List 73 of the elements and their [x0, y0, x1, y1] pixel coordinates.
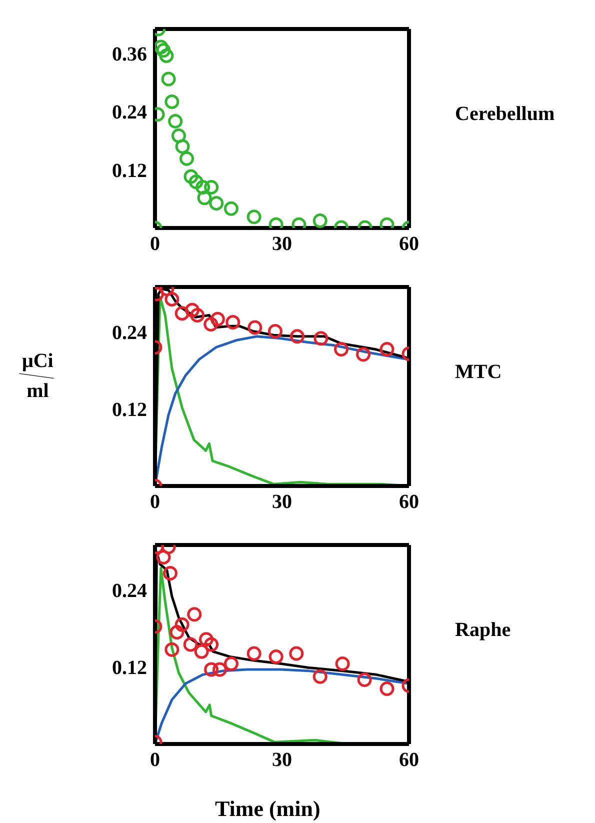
y-axis-title: μCi/ml	[9, 349, 66, 404]
point	[312, 213, 328, 228]
point	[356, 347, 371, 362]
point	[155, 40, 168, 54]
point	[246, 646, 262, 661]
point	[168, 114, 183, 128]
point	[164, 642, 180, 657]
point	[289, 646, 304, 661]
point	[212, 662, 228, 677]
point	[209, 196, 224, 210]
text: MTC	[455, 361, 502, 383]
point	[198, 632, 214, 647]
x-tick-label: 0	[150, 749, 160, 772]
point	[190, 308, 205, 322]
point	[164, 292, 180, 306]
point	[174, 306, 190, 321]
point	[185, 302, 200, 318]
y-tick-label: 0.24	[112, 322, 147, 344]
point	[164, 94, 180, 110]
point	[312, 669, 328, 684]
point	[268, 324, 282, 339]
point	[159, 48, 174, 63]
point	[290, 329, 304, 344]
point	[248, 320, 262, 335]
x-axis-title: Time (min)	[215, 796, 320, 822]
y-tick-label: 0.36	[112, 43, 147, 66]
point	[175, 139, 190, 154]
point	[204, 180, 219, 194]
point	[187, 607, 202, 622]
point	[210, 312, 225, 326]
point	[170, 625, 184, 640]
point	[183, 637, 198, 652]
point	[380, 682, 394, 696]
point	[171, 128, 186, 144]
y-tick-label: 0.12	[112, 399, 147, 422]
y-tick-label: 0.12	[112, 160, 147, 182]
point	[226, 315, 240, 330]
point	[357, 672, 372, 688]
x-tick-label: 30	[272, 491, 292, 514]
x-tick-label: 30	[272, 749, 292, 772]
point	[184, 169, 198, 184]
y-tick-label: 0.24	[112, 102, 147, 124]
point	[156, 550, 171, 564]
x-tick-label: 0	[150, 491, 160, 514]
x-tick-label: 30	[272, 233, 292, 256]
x-tick-label: 60	[399, 233, 419, 256]
point	[180, 151, 194, 166]
point	[224, 656, 238, 672]
point	[197, 190, 212, 206]
point	[246, 210, 262, 224]
text: Raphe	[455, 619, 511, 641]
point	[156, 43, 171, 58]
y-tick-label: 0.12	[112, 657, 147, 680]
point	[268, 649, 284, 664]
point	[161, 72, 176, 86]
point	[224, 201, 238, 216]
point	[174, 617, 190, 632]
point	[380, 342, 394, 357]
y-tick-label: 0.24	[112, 580, 147, 602]
point	[196, 180, 210, 194]
point	[314, 331, 328, 346]
text: Cerebellum	[455, 103, 555, 125]
x-tick-label: 60	[399, 491, 419, 514]
point	[335, 656, 350, 672]
point	[204, 316, 218, 332]
point	[334, 342, 349, 357]
x-tick-label: 60	[399, 749, 419, 772]
point	[194, 644, 209, 659]
x-tick-label: 0	[150, 233, 160, 256]
point	[188, 174, 204, 190]
point	[162, 566, 178, 580]
point	[204, 637, 219, 652]
point	[204, 662, 219, 677]
